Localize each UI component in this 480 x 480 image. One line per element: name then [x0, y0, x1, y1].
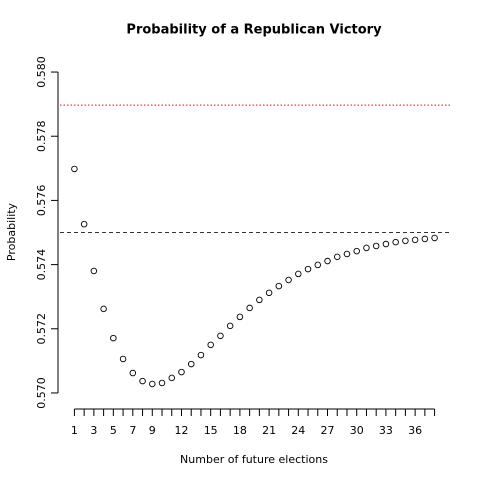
- x-tick-label: 15: [204, 424, 218, 437]
- point: [149, 380, 156, 388]
- y-axis-title: Probability: [5, 202, 18, 261]
- point: [197, 351, 205, 359]
- point: [246, 304, 253, 312]
- point: [363, 244, 370, 252]
- x-tick-label: 5: [110, 424, 117, 437]
- point: [353, 247, 360, 255]
- point: [402, 237, 409, 245]
- chart-title: Probability of a Republican Victory: [126, 23, 382, 38]
- point: [139, 377, 146, 385]
- y-tick-label: 0.570: [35, 377, 48, 409]
- point: [314, 261, 322, 269]
- x-tick-label: 7: [129, 424, 136, 437]
- point: [333, 253, 341, 261]
- point: [119, 355, 127, 363]
- point: [226, 322, 234, 330]
- point: [168, 374, 176, 382]
- y-tick-label: 0.580: [35, 56, 48, 88]
- point: [207, 341, 214, 349]
- x-tick-label: 18: [233, 424, 247, 437]
- point: [158, 379, 166, 387]
- x-tick-label: 33: [379, 424, 393, 437]
- x-tick-label: 30: [350, 424, 364, 437]
- x-tick-label: 3: [90, 424, 97, 437]
- point: [236, 313, 244, 321]
- point: [71, 165, 78, 173]
- point: [431, 234, 438, 242]
- point: [110, 334, 117, 342]
- x-tick-label: 36: [408, 424, 422, 437]
- x-tick-label: 21: [262, 424, 276, 437]
- y-tick-label: 0.572: [35, 313, 48, 345]
- point: [372, 242, 380, 250]
- point: [275, 282, 283, 290]
- point: [382, 240, 390, 248]
- point: [295, 270, 302, 278]
- x-tick-label: 24: [291, 424, 305, 437]
- x-axis-title: Number of future elections: [180, 453, 328, 466]
- x-tick-label: 9: [149, 424, 156, 437]
- point: [392, 238, 399, 246]
- point: [129, 369, 137, 377]
- point: [178, 368, 185, 376]
- point: [285, 276, 292, 284]
- point: [217, 332, 224, 340]
- y-tick-label: 0.576: [35, 185, 48, 217]
- point: [90, 267, 98, 275]
- y-tick-label: 0.578: [35, 120, 48, 152]
- point: [304, 265, 312, 273]
- x-tick-label: 12: [174, 424, 188, 437]
- x-tick-label: 1: [71, 424, 78, 437]
- point: [265, 289, 273, 297]
- x-tick-label: 27: [321, 424, 335, 437]
- point: [80, 220, 88, 228]
- point: [256, 296, 263, 304]
- point: [187, 360, 195, 368]
- point: [324, 257, 331, 265]
- y-tick-label: 0.574: [35, 249, 48, 281]
- point: [421, 235, 429, 243]
- point: [411, 236, 419, 244]
- point: [343, 250, 351, 258]
- point: [100, 305, 107, 313]
